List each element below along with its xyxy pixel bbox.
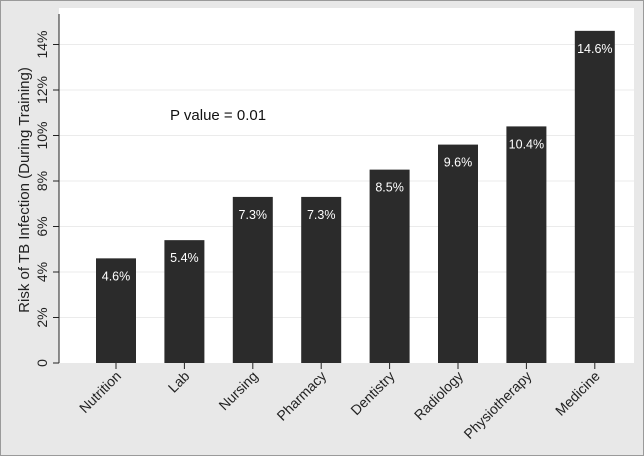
plot-area: [59, 8, 634, 363]
bar-value-label: 9.6%: [444, 156, 473, 170]
y-tick-label: 6%: [34, 216, 50, 236]
y-axis-label: Risk of TB Infection (During Training): [16, 67, 33, 313]
y-tick-label: 12%: [34, 76, 50, 104]
bar: [574, 30, 615, 363]
bar-value-label: 5.4%: [170, 251, 199, 265]
y-tick-label: 4%: [34, 262, 50, 282]
bar-value-label: 7.3%: [239, 208, 268, 222]
bar-value-label: 14.6%: [577, 42, 612, 56]
bar: [438, 144, 478, 363]
bar: [369, 169, 410, 363]
bar: [232, 196, 273, 363]
bar: [506, 126, 547, 364]
p-value-annotation: P value = 0.01: [170, 107, 266, 124]
bar-value-labels: 4.6% 5.4% 7.3% 7.3% 8.5% 9.6% 10.4% 14.6%: [102, 42, 613, 284]
bars: [96, 30, 615, 364]
y-tick-label: 2%: [34, 307, 50, 327]
bar-value-label: 4.6%: [102, 269, 131, 283]
y-tick-label: 8%: [34, 171, 50, 191]
bar-value-label: 8.5%: [375, 181, 404, 195]
bar-value-label: 7.3%: [307, 208, 336, 222]
y-tick-label: 10%: [34, 121, 50, 149]
bar: [96, 258, 136, 363]
bar: [164, 240, 205, 363]
y-axis: 0 2% 4% 6% 8% 10% 12% 14%: [34, 14, 60, 367]
y-tick-label: 0: [34, 359, 50, 367]
bar-value-label: 10.4%: [509, 137, 544, 151]
y-tick-label: 14%: [34, 30, 50, 58]
bar: [301, 196, 342, 363]
